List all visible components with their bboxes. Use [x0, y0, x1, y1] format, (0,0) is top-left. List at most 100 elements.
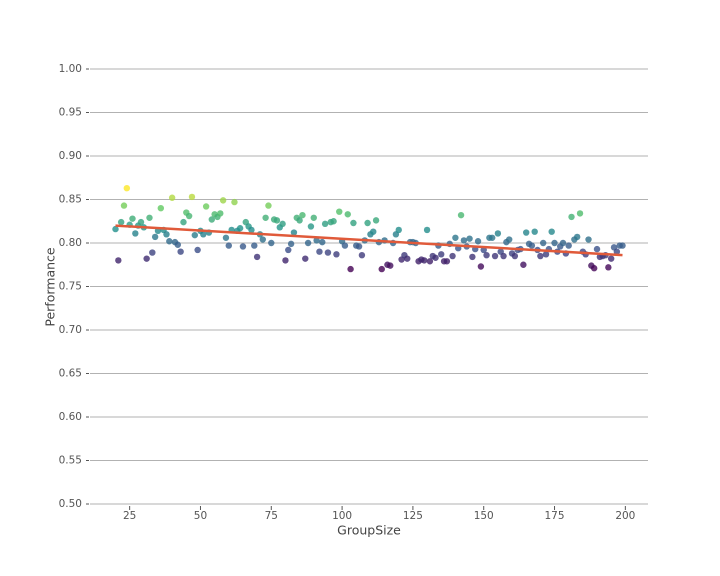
point	[180, 218, 187, 226]
point	[290, 229, 298, 236]
point	[559, 239, 567, 247]
point	[370, 228, 377, 235]
point	[452, 234, 459, 241]
y-tick-label: 0.75	[59, 281, 82, 293]
point	[344, 211, 351, 218]
point	[307, 223, 315, 230]
point	[236, 225, 244, 232]
y-tick-label: 1.00	[59, 63, 82, 75]
point	[506, 236, 513, 243]
point	[491, 252, 499, 260]
point	[423, 226, 431, 234]
point	[287, 240, 295, 248]
point	[421, 257, 428, 264]
point	[217, 210, 224, 217]
point	[194, 246, 201, 254]
point	[576, 210, 584, 217]
point	[489, 234, 496, 241]
x-tick-label: 125	[403, 510, 423, 522]
point	[302, 255, 309, 262]
y-tick-label: 0.50	[59, 498, 82, 510]
point	[460, 237, 468, 244]
point	[188, 193, 196, 201]
point	[115, 257, 122, 264]
point	[531, 228, 538, 235]
point	[321, 220, 329, 228]
x-tick-label: 175	[545, 510, 565, 522]
point	[157, 205, 165, 212]
point	[443, 258, 451, 265]
point	[265, 202, 272, 209]
point	[316, 248, 323, 255]
point	[585, 236, 592, 243]
point	[438, 251, 445, 258]
point	[251, 242, 258, 249]
point	[168, 194, 176, 201]
point	[372, 217, 380, 224]
point	[404, 255, 411, 262]
point	[132, 230, 139, 237]
point	[304, 239, 312, 247]
x-axis-label: GroupSize	[337, 523, 401, 538]
point	[330, 218, 337, 225]
point	[593, 245, 601, 253]
point	[120, 202, 128, 209]
x-tick-label: 50	[194, 510, 207, 522]
point	[336, 208, 343, 215]
point	[568, 213, 575, 221]
point	[151, 233, 159, 241]
point	[296, 217, 303, 224]
x-tick-label: 200	[615, 510, 635, 522]
y-tick-label: 0.80	[59, 237, 82, 249]
point	[426, 258, 434, 265]
point	[565, 242, 572, 249]
x-tick-label: 150	[474, 510, 494, 522]
point	[319, 238, 326, 246]
point	[494, 230, 502, 237]
y-axis-label: Performance	[43, 247, 58, 327]
point	[149, 249, 156, 256]
point	[378, 265, 385, 273]
x-tick-label: 25	[123, 510, 136, 522]
y-tick-label: 0.95	[59, 107, 82, 119]
point	[551, 239, 558, 247]
point	[299, 211, 306, 219]
point	[619, 242, 626, 249]
point	[469, 253, 476, 261]
x-tick-label: 100	[332, 510, 352, 522]
y-tick-label: 0.55	[59, 455, 82, 467]
point	[477, 263, 485, 270]
point	[177, 248, 184, 255]
point	[341, 242, 349, 249]
point	[231, 198, 238, 206]
point	[262, 214, 269, 221]
point	[166, 238, 173, 245]
point	[202, 203, 210, 210]
point	[123, 184, 131, 192]
point	[613, 248, 621, 255]
point	[282, 257, 289, 264]
point	[208, 216, 215, 223]
point	[268, 239, 275, 247]
point	[466, 235, 473, 242]
point	[347, 265, 354, 273]
point	[539, 239, 547, 247]
point	[112, 225, 119, 233]
point	[573, 233, 581, 241]
point	[537, 252, 544, 260]
point	[129, 215, 136, 222]
x-tick-label: 75	[265, 510, 278, 522]
point	[222, 234, 230, 241]
point	[432, 254, 439, 261]
point	[528, 242, 536, 249]
point	[248, 226, 255, 234]
point	[474, 238, 482, 245]
point	[387, 262, 394, 269]
point	[548, 228, 555, 235]
point	[324, 249, 332, 256]
point	[225, 242, 232, 249]
point	[520, 261, 527, 268]
point	[285, 246, 292, 254]
point	[185, 212, 193, 220]
